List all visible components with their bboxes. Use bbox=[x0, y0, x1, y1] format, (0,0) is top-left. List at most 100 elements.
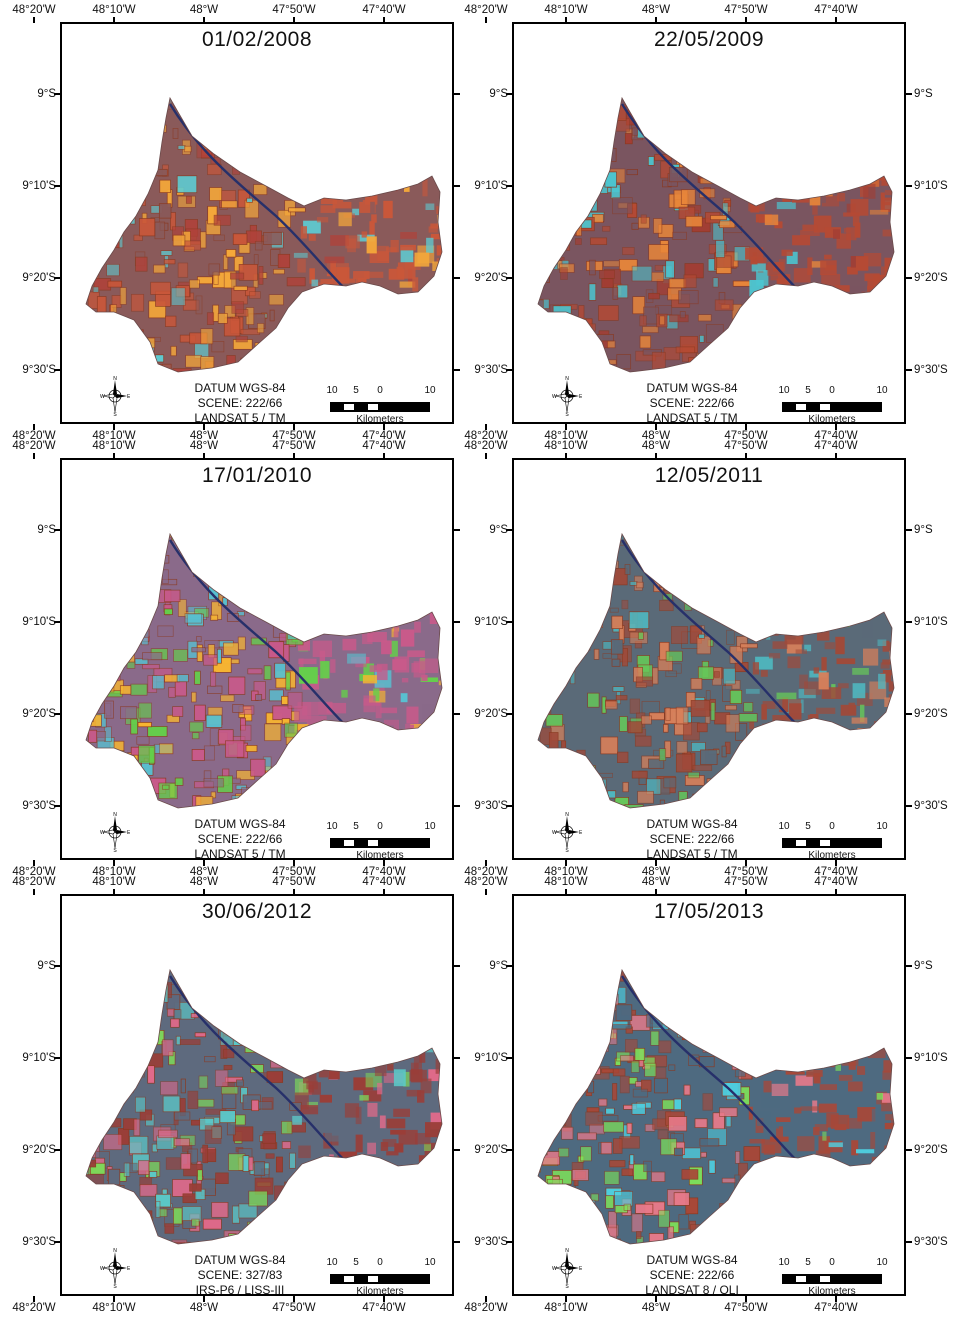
latitude-label: 9°10'S bbox=[474, 180, 508, 192]
scale-number: 10 bbox=[424, 1257, 436, 1268]
scale-number: 10 bbox=[876, 385, 888, 396]
scale-number: 10 bbox=[424, 385, 436, 396]
scale-unit: Kilometers bbox=[808, 414, 856, 424]
latitude-label: 9°20'S bbox=[22, 708, 56, 720]
longitude-label: 48°10'W bbox=[92, 866, 136, 878]
scale-number: 10 bbox=[778, 385, 790, 396]
latitude-label: 9°20'S bbox=[914, 272, 948, 284]
panel-date: 12/05/2011 bbox=[654, 464, 764, 487]
svg-text:S: S bbox=[565, 412, 569, 416]
latitude-label: 9°S bbox=[489, 524, 508, 536]
longitude-label: 47°50'W bbox=[272, 1302, 316, 1314]
scale-bar: 10 5 0 10 Kilometers bbox=[326, 385, 435, 424]
scale-number: 5 bbox=[805, 821, 811, 832]
scale-unit: Kilometers bbox=[808, 850, 856, 860]
compass-rose-icon: N S W E bbox=[100, 1248, 130, 1288]
datum-label: DATUM WGS-84 bbox=[194, 817, 286, 831]
latitude-label: 9°10'S bbox=[22, 1052, 56, 1064]
scene-label: SCENE: 222/66 bbox=[649, 396, 735, 410]
svg-text:N: N bbox=[113, 812, 117, 818]
datum-label: DATUM WGS-84 bbox=[646, 1253, 738, 1267]
scale-number: 10 bbox=[326, 1257, 338, 1268]
latitude-label: 9°10'S bbox=[22, 616, 56, 628]
longitude-label: 48°10'W bbox=[544, 430, 588, 442]
latitude-label: 9°S bbox=[37, 960, 56, 972]
longitude-label: 48°20'W bbox=[12, 440, 56, 452]
longitude-label: 48°10'W bbox=[544, 4, 588, 16]
satellite-image bbox=[537, 532, 895, 809]
scale-number: 0 bbox=[377, 821, 383, 832]
scale-bar: 10 5 0 10 Kilometers bbox=[778, 1257, 887, 1294]
latitude-label: 9°30'S bbox=[22, 1236, 56, 1248]
latitude-label: 9°S bbox=[914, 960, 933, 972]
panel-date: 01/02/2008 bbox=[201, 28, 313, 51]
longitude-label: 47°40'W bbox=[814, 1302, 858, 1314]
latitude-label: 9°30'S bbox=[22, 364, 56, 376]
longitude-label: 48°20'W bbox=[464, 440, 508, 452]
scale-number: 0 bbox=[829, 385, 835, 396]
map-frame: 17/05/2013 N S W E DATUM WGS-84 SCENE: 2… bbox=[512, 894, 906, 1296]
longitude-label: 48°20'W bbox=[464, 430, 508, 442]
longitude-label: 48°W bbox=[641, 1302, 671, 1314]
scale-number: 10 bbox=[326, 821, 338, 832]
latitude-label: 9°10'S bbox=[474, 616, 508, 628]
compass-rose-icon: N S W E bbox=[552, 1248, 582, 1288]
svg-text:N: N bbox=[565, 1248, 569, 1254]
image-metadata: DATUM WGS-84 SCENE: 222/66 LANDSAT 5 / T… bbox=[632, 817, 752, 858]
svg-text:E: E bbox=[579, 1266, 582, 1272]
latitude-label: 9°20'S bbox=[914, 1144, 948, 1156]
longitude-label: 48°20'W bbox=[12, 876, 56, 888]
scale-number: 5 bbox=[805, 1257, 811, 1268]
map-panel: 12/05/2011 N S W E DATUM WGS-84 SCENE: 2… bbox=[452, 436, 947, 878]
svg-text:N: N bbox=[113, 376, 117, 382]
longitude-label: 47°50'W bbox=[724, 440, 768, 452]
latitude-label: 9°30'S bbox=[474, 1236, 508, 1248]
map-frame: 22/05/2009 N S W E DATUM WGS-84 SCENE: 2… bbox=[512, 22, 906, 424]
longitude-label: 47°40'W bbox=[362, 876, 406, 888]
svg-text:N: N bbox=[565, 376, 569, 382]
map-frame: 12/05/2011 N S W E DATUM WGS-84 SCENE: 2… bbox=[512, 458, 906, 860]
svg-text:E: E bbox=[127, 1266, 130, 1272]
map-panel: 01/02/2008 N S W E DATUM WGS-84 SCENE: 2… bbox=[0, 0, 470, 442]
longitude-label: 47°40'W bbox=[362, 430, 406, 442]
svg-text:W: W bbox=[552, 830, 557, 836]
scale-number: 10 bbox=[778, 1257, 790, 1268]
scale-number: 0 bbox=[377, 1257, 383, 1268]
longitude-label: 48°10'W bbox=[92, 430, 136, 442]
svg-text:N: N bbox=[565, 812, 569, 818]
scale-number: 10 bbox=[876, 1257, 888, 1268]
scene-label: SCENE: 222/66 bbox=[649, 1268, 735, 1282]
latitude-label: 9°S bbox=[37, 88, 56, 100]
svg-text:E: E bbox=[127, 394, 130, 400]
latitude-label: 9°20'S bbox=[22, 1144, 56, 1156]
longitude-label: 48°20'W bbox=[464, 4, 508, 16]
compass-rose-icon: N S W E bbox=[552, 812, 582, 852]
satellite-image bbox=[85, 96, 443, 373]
longitude-label: 47°50'W bbox=[272, 430, 316, 442]
longitude-label: 48°W bbox=[641, 440, 671, 452]
longitude-label: 47°40'W bbox=[362, 440, 406, 452]
latitude-label: 9°20'S bbox=[474, 1144, 508, 1156]
longitude-label: 48°10'W bbox=[544, 866, 588, 878]
latitude-label: 9°30'S bbox=[914, 800, 948, 812]
longitude-label: 48°10'W bbox=[92, 1302, 136, 1314]
svg-text:E: E bbox=[579, 394, 582, 400]
scale-bar: 10 5 0 10 Kilometers bbox=[326, 821, 435, 858]
svg-text:S: S bbox=[565, 848, 569, 852]
map-panel: 17/05/2013 N S W E DATUM WGS-84 SCENE: 2… bbox=[452, 872, 947, 1314]
latitude-label: 9°20'S bbox=[22, 272, 56, 284]
image-metadata: DATUM WGS-84 SCENE: 222/66 LANDSAT 5 / T… bbox=[180, 381, 300, 422]
longitude-label: 48°20'W bbox=[12, 430, 56, 442]
satellite-image bbox=[85, 532, 443, 809]
longitude-label: 48°W bbox=[641, 866, 671, 878]
scale-number: 5 bbox=[353, 385, 359, 396]
scale-number: 5 bbox=[353, 1257, 359, 1268]
panel-date: 17/05/2013 bbox=[653, 900, 765, 923]
longitude-label: 47°40'W bbox=[362, 4, 406, 16]
svg-text:W: W bbox=[100, 394, 105, 400]
scale-unit: Kilometers bbox=[356, 414, 404, 424]
svg-text:E: E bbox=[127, 830, 130, 836]
scene-label: SCENE: 222/66 bbox=[197, 832, 283, 846]
panel-date: 22/05/2009 bbox=[653, 28, 765, 51]
scale-unit: Kilometers bbox=[356, 1286, 404, 1296]
